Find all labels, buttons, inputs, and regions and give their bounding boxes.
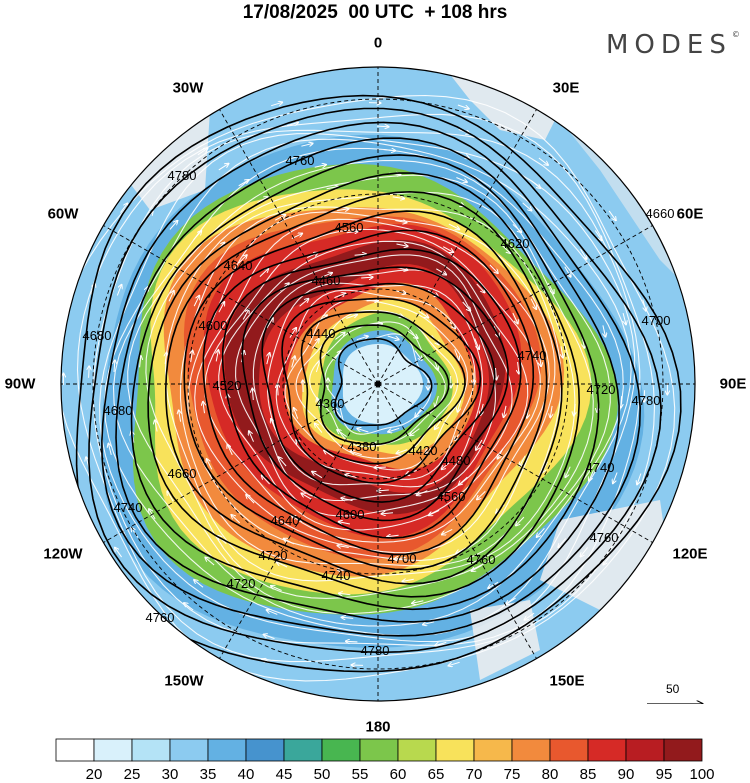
colorbar-tick-label: 20 bbox=[86, 766, 103, 783]
lon-label-120w: 120W bbox=[43, 546, 82, 563]
contour-label: 4760 bbox=[286, 153, 315, 168]
contour-label: 4720 bbox=[259, 548, 288, 563]
contour-label: 4480 bbox=[442, 453, 471, 468]
brand-logo: MODES© bbox=[606, 30, 740, 60]
colorbar-tick-label: 65 bbox=[428, 766, 445, 783]
contour-label: 4680 bbox=[104, 403, 133, 418]
contour-label: 4700 bbox=[642, 313, 671, 328]
lon-label-150e: 150E bbox=[549, 673, 584, 690]
lon-label-60e: 60E bbox=[677, 206, 704, 223]
wind-arrow bbox=[377, 126, 389, 127]
contour-label: 4760 bbox=[146, 610, 175, 625]
colorbar-tick-label: 55 bbox=[352, 766, 369, 783]
contour-label: 4720 bbox=[227, 576, 256, 591]
colorbar-tick-label: 40 bbox=[238, 766, 255, 783]
colorbar-tick-label: 70 bbox=[466, 766, 483, 783]
colorbar-swatch bbox=[132, 739, 170, 761]
chart-title: 17/08/2025 00 UTC + 108 hrs bbox=[0, 2, 750, 24]
lon-label-30e: 30E bbox=[553, 80, 580, 97]
lon-label-60w: 60W bbox=[48, 206, 79, 223]
colorbar-swatch bbox=[246, 739, 284, 761]
contour-label: 4520 bbox=[213, 378, 242, 393]
contour-label: 4740 bbox=[322, 568, 351, 583]
contour-label: 4420 bbox=[409, 443, 438, 458]
contour-label: 4600 bbox=[336, 507, 365, 522]
colorbar-swatch bbox=[94, 739, 132, 761]
contour-label: 4760 bbox=[590, 530, 619, 545]
colorbar-tick-label: 50 bbox=[314, 766, 331, 783]
colorbar-tick-label: 35 bbox=[200, 766, 217, 783]
wind-arrow bbox=[345, 641, 357, 642]
wind-arrow bbox=[89, 366, 90, 378]
contour-label: 4660 bbox=[646, 206, 675, 221]
contour-label: 4760 bbox=[467, 552, 496, 567]
colorbar-swatch bbox=[322, 739, 360, 761]
contour-label: 4720 bbox=[587, 382, 616, 397]
colorbar-swatch bbox=[436, 739, 474, 761]
contour-label: 4640 bbox=[271, 513, 300, 528]
copyright-mark: © bbox=[732, 30, 740, 39]
colorbar-tick-label: 25 bbox=[124, 766, 141, 783]
colorbar-tick-label: 60 bbox=[390, 766, 407, 783]
brand-text: MODES bbox=[606, 30, 732, 60]
colorbar-tick-label: 75 bbox=[504, 766, 521, 783]
colorbar-tick-label: 30 bbox=[162, 766, 179, 783]
lon-label-0: 0 bbox=[374, 35, 382, 52]
wind-arrow bbox=[374, 467, 386, 468]
colorbar-swatch bbox=[398, 739, 436, 761]
lon-label-90e: 90E bbox=[720, 376, 747, 393]
colorbar-swatch bbox=[284, 739, 322, 761]
contour-label: 4460 bbox=[312, 273, 341, 288]
colorbar-swatch bbox=[360, 739, 398, 761]
contour-label: 4600 bbox=[199, 318, 228, 333]
contour-label: 4780 bbox=[632, 393, 661, 408]
colorbar-tick-label: 95 bbox=[656, 766, 673, 783]
contour-label: 4700 bbox=[388, 551, 417, 566]
colorbar-swatch bbox=[474, 739, 512, 761]
lon-label-150w: 150W bbox=[164, 673, 203, 690]
colorbar-tick-label: 85 bbox=[580, 766, 597, 783]
colorbar-swatch bbox=[626, 739, 664, 761]
wind-arrow bbox=[277, 383, 278, 395]
lon-label-30w: 30W bbox=[173, 80, 204, 97]
contour-label: 4680 bbox=[83, 328, 112, 343]
contour-label: 4660 bbox=[168, 466, 197, 481]
colorbar-tick-label: 45 bbox=[276, 766, 293, 783]
lon-label-90w: 90W bbox=[5, 376, 36, 393]
contour-label: 4780 bbox=[361, 643, 390, 658]
lon-label-120e: 120E bbox=[672, 546, 707, 563]
contour-label: 4640 bbox=[224, 258, 253, 273]
colorbar-tick-label: 100 bbox=[689, 766, 714, 783]
colorbar-swatch bbox=[664, 739, 702, 761]
contour-label: 4740 bbox=[114, 500, 143, 515]
contour-label: 4740 bbox=[586, 460, 615, 475]
reference-vector-label: 50 bbox=[666, 682, 679, 696]
wind-arrow bbox=[367, 300, 379, 301]
colorbar-swatch bbox=[208, 739, 246, 761]
colorbar-swatch bbox=[56, 739, 94, 761]
contour-label: 4560 bbox=[335, 220, 364, 235]
colorbar bbox=[55, 738, 705, 764]
contour-label: 4440 bbox=[307, 326, 336, 341]
pole-marker bbox=[375, 381, 381, 387]
colorbar-swatch bbox=[170, 739, 208, 761]
contour-label: 4740 bbox=[518, 348, 547, 363]
lon-label-180: 180 bbox=[365, 719, 390, 736]
contour-label: 4560 bbox=[437, 489, 466, 504]
colorbar-tick-label: 80 bbox=[542, 766, 559, 783]
colorbar-tick-label: 90 bbox=[618, 766, 635, 783]
contour-label: 4380 bbox=[348, 439, 377, 454]
contour-label: 4780 bbox=[168, 168, 197, 183]
colorbar-swatch bbox=[588, 739, 626, 761]
contour-label: 4360 bbox=[316, 396, 345, 411]
colorbar-swatch bbox=[550, 739, 588, 761]
contour-label: 4620 bbox=[501, 236, 530, 251]
colorbar-swatch bbox=[512, 739, 550, 761]
